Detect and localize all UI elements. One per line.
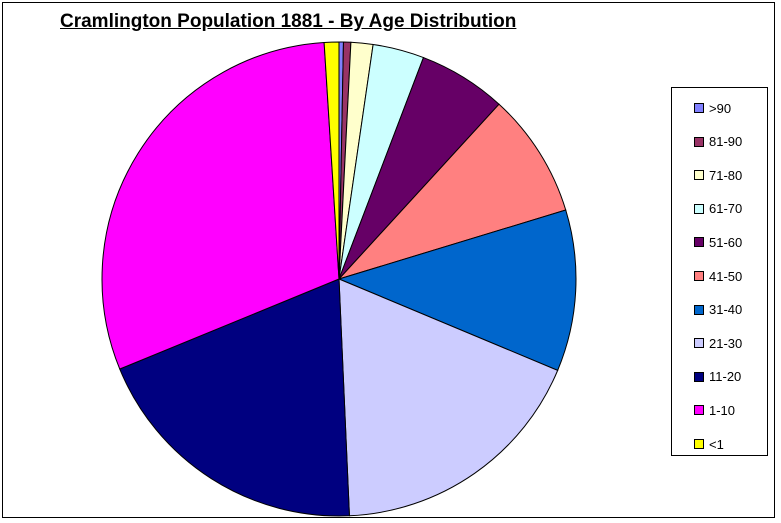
- legend-label: 81-90: [709, 134, 743, 150]
- legend-swatch: [694, 439, 704, 449]
- legend-item: 31-40: [694, 302, 742, 318]
- legend-label: 71-80: [709, 167, 743, 183]
- legend-label: 31-40: [709, 302, 743, 318]
- legend-swatch: [694, 338, 704, 349]
- legend-item: 1-10: [694, 402, 735, 418]
- legend-swatch: [694, 371, 704, 382]
- pie-slice-21-30: [338, 278, 559, 517]
- legend-swatch: [694, 136, 704, 147]
- legend-item: 61-70: [694, 201, 742, 217]
- pie-slice-1-10: [101, 41, 340, 370]
- legend-label: 41-50: [709, 268, 743, 284]
- legend-label: >90: [709, 100, 732, 116]
- legend-swatch: [694, 103, 704, 113]
- legend-item: 11-20: [694, 369, 741, 385]
- legend: >90 81-90 71-80 61-70 51-60 41-50 31-40 21-30 11…: [671, 87, 768, 456]
- legend-item: 51-60: [694, 234, 742, 250]
- legend-item: 81-90: [694, 134, 742, 150]
- legend-label: 51-60: [709, 234, 743, 250]
- pie-slice-11-20: [119, 278, 350, 517]
- legend-label: 1-10: [709, 402, 736, 418]
- legend-swatch: [694, 271, 704, 281]
- legend-label: 21-30: [709, 335, 743, 351]
- pie-slice-<1: [323, 41, 340, 280]
- legend-swatch: [694, 304, 704, 315]
- legend-item: 21-30: [694, 335, 742, 351]
- pie-slice-31-40: [337, 209, 577, 372]
- legend-label: <1: [709, 436, 724, 452]
- chart-title: Cramlington Population 1881 - By Age Dis…: [60, 11, 517, 32]
- legend-label: 11-20: [709, 369, 742, 385]
- pie-slices: [101, 41, 577, 517]
- legend-label: 61-70: [709, 201, 743, 217]
- legend-item: 71-80: [694, 167, 742, 183]
- legend-swatch: [694, 237, 704, 248]
- legend-swatch: [694, 405, 704, 416]
- legend-item: 41-50: [694, 268, 742, 284]
- legend-item: <1: [694, 436, 724, 452]
- legend-swatch: [694, 203, 704, 214]
- legend-swatch: [694, 170, 704, 181]
- legend-item: >90: [694, 100, 731, 116]
- pie-slice-41-50: [337, 103, 567, 281]
